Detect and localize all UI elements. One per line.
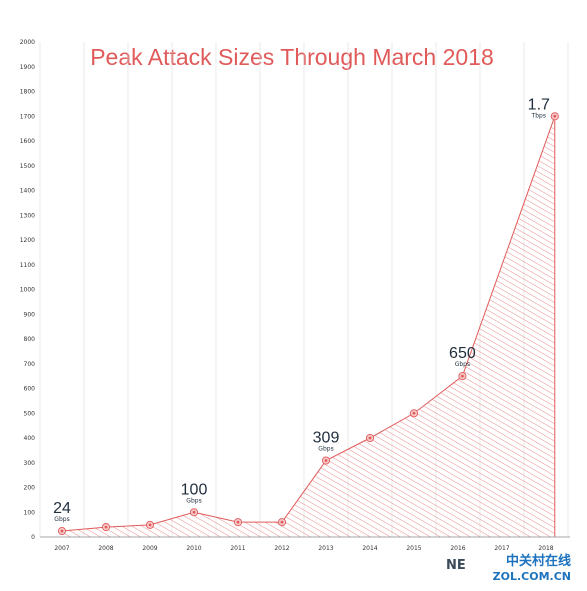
y-tick-label: 800 [24, 336, 36, 343]
x-tick-label: 2012 [274, 545, 289, 552]
x-tick-label: 2008 [98, 545, 113, 552]
y-tick-label: 400 [24, 435, 36, 442]
annotation-unit: Tbps [531, 112, 546, 119]
y-tick-label: 1400 [20, 188, 35, 195]
annotation-value: 24 [53, 500, 71, 517]
data-point-core [148, 523, 152, 527]
data-point-core [324, 459, 328, 462]
data-point-core [461, 374, 464, 378]
annotation-value: 309 [313, 430, 340, 447]
y-tick-label: 300 [24, 460, 36, 467]
y-tick-label: 0 [31, 534, 35, 541]
y-tick-label: 1600 [20, 138, 35, 145]
y-tick-label: 1300 [20, 212, 35, 219]
y-tick-label: 1100 [20, 262, 35, 269]
watermark-sub: ZOL.COM.CN [492, 570, 571, 583]
y-tick-label: 1500 [20, 163, 35, 170]
y-tick-label: 100 [24, 509, 36, 516]
y-tick-label: 200 [24, 485, 36, 492]
chart-title: Peak Attack Sizes Through March 2018 [90, 44, 494, 70]
y-tick-label: 900 [24, 311, 36, 318]
watermark-main: 中关村在线 [505, 554, 571, 569]
data-point-core [192, 510, 196, 514]
data-point-core [60, 529, 64, 533]
y-tick-label: 1800 [20, 89, 35, 96]
annotation-unit: Gbps [318, 446, 333, 453]
data-point-core [280, 520, 284, 524]
y-tick-label: 700 [24, 361, 36, 368]
y-tick-label: 500 [24, 410, 36, 417]
x-tick-label: 2016 [450, 545, 465, 552]
x-tick-label: 2015 [406, 545, 421, 552]
data-point-core [236, 520, 240, 524]
x-tick-label: 2010 [186, 545, 201, 552]
y-tick-label: 1900 [20, 64, 35, 71]
data-points [57, 112, 559, 536]
annotation-value: 650 [449, 345, 476, 362]
annotation-unit: Gbps [54, 516, 69, 523]
x-tick-label: 2014 [362, 545, 377, 552]
area-hatch [62, 116, 555, 537]
data-point-core [368, 436, 372, 440]
x-tick-label: 2017 [494, 545, 509, 552]
x-tick-label: 2018 [538, 545, 553, 552]
annotation-value: 1.7 [528, 96, 550, 113]
x-tick-label: 2007 [54, 545, 69, 552]
area-fill [61, 116, 556, 537]
watermark-logo: NE [446, 558, 466, 573]
y-tick-label: 2000 [20, 39, 35, 46]
y-tick-label: 1700 [20, 113, 35, 120]
data-point-core [104, 525, 108, 529]
x-tick-labels: 2007 2008 2009 2010 2011 2012 2013 2014 2015 2016… [54, 545, 553, 552]
data-point-core [412, 411, 416, 415]
y-tick-labels: 0 100 200 300 400 500 600 700 800 900 1000 1100 1200… [20, 39, 35, 541]
x-tick-label: 2013 [318, 545, 333, 552]
annotation-value: 100 [181, 481, 208, 498]
y-tick-label: 1200 [20, 237, 35, 244]
y-tick-label: 600 [24, 386, 36, 393]
x-tick-label: 2011 [230, 545, 245, 552]
annotation-unit: Gbps [455, 361, 470, 368]
data-point-core [553, 114, 557, 118]
annotation-unit: Gbps [186, 497, 201, 504]
y-tick-label: 1000 [20, 287, 35, 294]
x-tick-label: 2009 [142, 545, 157, 552]
